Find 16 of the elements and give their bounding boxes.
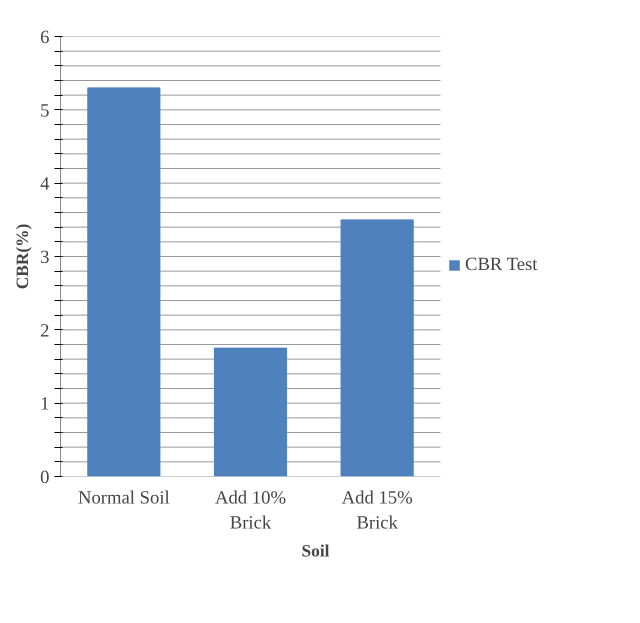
- y-tick-label: 4: [40, 174, 50, 195]
- x-axis-title: Soil: [302, 542, 330, 561]
- y-tick-label: 3: [40, 247, 50, 268]
- x-tick-label: Normal Soil: [78, 488, 170, 508]
- y-tick-label: 2: [40, 320, 50, 342]
- bar: [87, 87, 160, 476]
- x-tick-label: Add 10% Brick: [215, 488, 286, 534]
- y-tick-label: 0: [40, 467, 50, 488]
- legend-label: CBR Test: [465, 254, 538, 276]
- x-tick-label: Add 15% Brick: [342, 488, 413, 534]
- y-tick-label: 1: [40, 394, 50, 415]
- y-tick-label: 6: [40, 27, 50, 48]
- bar: [340, 219, 414, 476]
- y-tick-label: 5: [40, 100, 50, 122]
- y-axis-title: CBR(%): [13, 224, 32, 290]
- bar: [214, 348, 288, 476]
